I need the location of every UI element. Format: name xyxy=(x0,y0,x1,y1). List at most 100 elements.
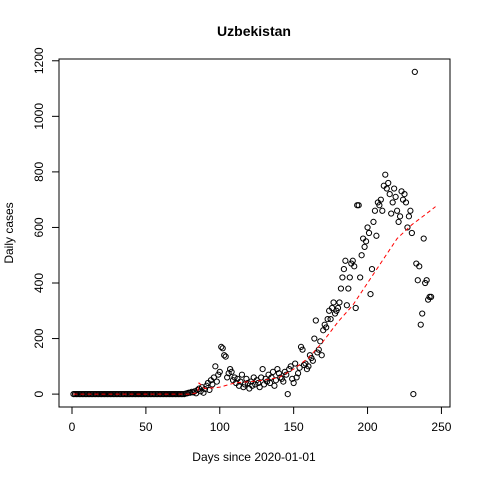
point xyxy=(357,274,364,281)
point xyxy=(405,213,413,220)
point xyxy=(410,391,417,398)
point xyxy=(396,213,404,220)
y-tick-label: 1000 xyxy=(32,103,46,130)
point xyxy=(351,263,358,270)
point xyxy=(272,377,280,384)
y-tick-label: 800 xyxy=(32,162,46,182)
x-tick-label: 0 xyxy=(69,420,76,434)
point xyxy=(427,293,435,300)
point xyxy=(349,257,356,264)
point xyxy=(317,338,324,345)
point xyxy=(305,363,312,370)
point xyxy=(339,274,346,281)
point xyxy=(231,374,238,381)
point xyxy=(352,304,359,312)
point xyxy=(256,384,263,391)
point xyxy=(364,224,371,231)
point xyxy=(345,285,352,292)
point xyxy=(259,366,266,373)
point xyxy=(275,370,282,377)
point xyxy=(393,207,401,214)
point xyxy=(346,274,353,281)
point xyxy=(228,368,235,375)
point xyxy=(252,381,259,388)
point xyxy=(274,366,281,373)
point xyxy=(292,360,299,367)
y-tick-label: 1200 xyxy=(32,47,46,74)
point xyxy=(377,196,384,203)
point xyxy=(221,352,228,359)
point xyxy=(355,202,362,209)
point xyxy=(201,386,209,393)
y-tick-label: 600 xyxy=(32,217,46,237)
point xyxy=(290,379,297,387)
point xyxy=(263,378,271,385)
point xyxy=(268,374,275,381)
point xyxy=(342,257,349,264)
point xyxy=(361,243,368,250)
point xyxy=(330,299,337,306)
point xyxy=(218,343,225,350)
point xyxy=(323,324,330,331)
point xyxy=(277,374,284,381)
point xyxy=(395,218,402,225)
point xyxy=(224,374,231,381)
point xyxy=(266,379,274,387)
point xyxy=(365,229,373,237)
point xyxy=(294,370,302,377)
point xyxy=(362,238,370,245)
point xyxy=(402,199,410,206)
point xyxy=(284,391,291,398)
point xyxy=(309,357,316,364)
point xyxy=(311,335,318,342)
point xyxy=(293,374,300,381)
point xyxy=(392,193,399,200)
point xyxy=(416,263,423,270)
point xyxy=(280,378,287,385)
point xyxy=(283,371,290,378)
point xyxy=(343,302,350,309)
point xyxy=(287,363,294,370)
point xyxy=(404,224,411,231)
point xyxy=(420,235,427,242)
point xyxy=(238,371,246,378)
plot-box xyxy=(58,58,451,408)
point xyxy=(373,232,380,239)
trend-line xyxy=(73,206,436,395)
point xyxy=(212,363,219,370)
point xyxy=(371,207,379,214)
point xyxy=(423,277,430,284)
point xyxy=(336,299,343,306)
point xyxy=(368,266,376,273)
x-tick-label: 150 xyxy=(284,420,304,434)
point xyxy=(225,370,232,377)
point xyxy=(383,185,390,192)
y-tick-label: 0 xyxy=(32,390,46,397)
point xyxy=(407,207,414,214)
point xyxy=(324,316,331,323)
point xyxy=(210,374,217,381)
point xyxy=(328,304,336,312)
point xyxy=(318,352,325,359)
point xyxy=(190,389,197,396)
point xyxy=(379,207,386,214)
point xyxy=(312,317,319,324)
point xyxy=(327,316,334,323)
point xyxy=(419,310,426,317)
point xyxy=(340,266,348,273)
y-tick-label: 400 xyxy=(32,273,46,293)
y-axis-label: Daily cases xyxy=(2,202,16,263)
point xyxy=(244,379,251,387)
x-tick-label: 250 xyxy=(431,420,451,434)
point xyxy=(386,191,393,198)
point xyxy=(389,199,396,206)
point xyxy=(376,202,383,209)
point xyxy=(216,368,223,375)
point xyxy=(401,191,408,198)
x-axis-label: Days since 2020-01-01 xyxy=(192,450,316,464)
x-tick-label: 200 xyxy=(358,420,378,434)
point xyxy=(194,386,201,394)
point xyxy=(271,382,278,389)
point xyxy=(414,277,421,284)
